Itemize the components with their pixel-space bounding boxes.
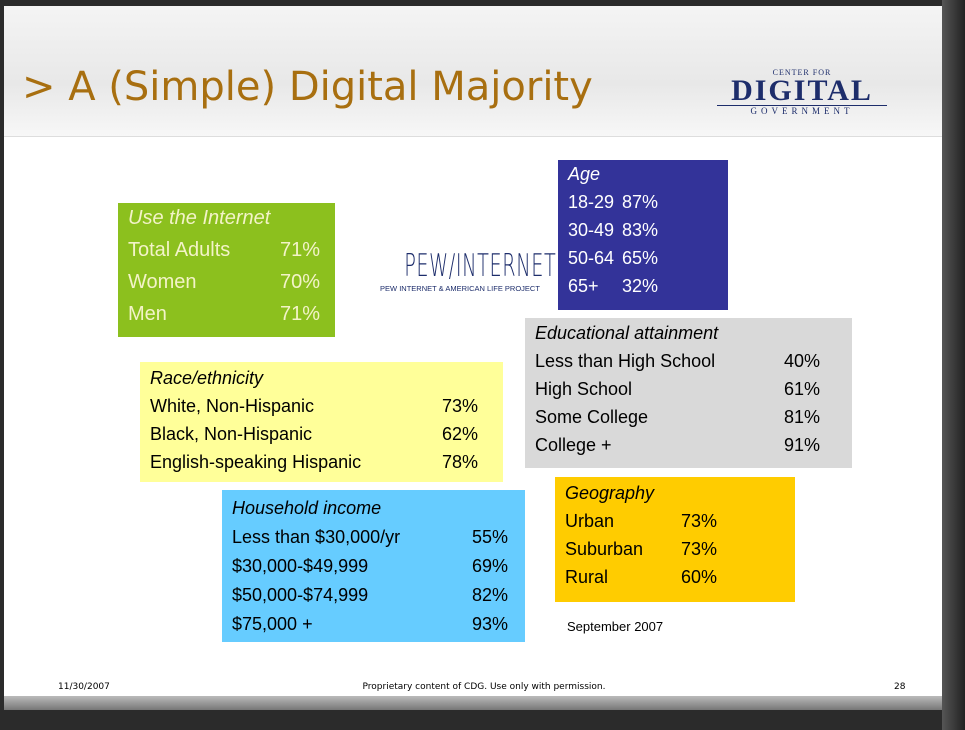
footer-page: 28 bbox=[894, 682, 906, 692]
row-value: 32% bbox=[622, 276, 659, 296]
bottom-bar bbox=[4, 696, 942, 710]
row-label: Urban bbox=[565, 511, 615, 531]
logo-main: DIGITAL bbox=[731, 74, 873, 107]
row-label: College + bbox=[535, 435, 612, 455]
row-value: 83% bbox=[622, 220, 659, 240]
row-value: 73% bbox=[681, 511, 718, 531]
row-label: Total Adults bbox=[128, 239, 231, 261]
row-value: 70% bbox=[280, 271, 321, 293]
row-label: Women bbox=[128, 271, 197, 293]
row-label: 65+ bbox=[568, 276, 599, 296]
box-heading: Household income bbox=[232, 498, 382, 518]
row-label: $50,000-$74,999 bbox=[232, 585, 369, 605]
row-value: 55% bbox=[472, 527, 509, 547]
row-label: White, Non-Hispanic bbox=[150, 396, 315, 416]
row-value: 60% bbox=[681, 567, 718, 587]
logo-top: CENTER FOR bbox=[772, 68, 832, 77]
title-band bbox=[4, 6, 942, 137]
box-heading: Geography bbox=[565, 483, 655, 503]
row-value: 82% bbox=[472, 585, 509, 605]
logo-bottom: GOVERNMENT bbox=[717, 105, 887, 116]
row-label: Less than High School bbox=[535, 351, 716, 371]
box-heading: Race/ethnicity bbox=[150, 368, 264, 388]
row-label: $30,000-$49,999 bbox=[232, 556, 369, 576]
box-heading: Educational attainment bbox=[535, 323, 719, 343]
stat-box: Educational attainment Less than High Sch… bbox=[525, 318, 852, 468]
row-value: 73% bbox=[442, 396, 479, 416]
row-value: 71% bbox=[280, 239, 321, 261]
footer-date: 11/30/2007 bbox=[58, 682, 110, 692]
stat-box: Age 18-29 87% 30-49 83% 50-64 65% 65+ 32% bbox=[558, 160, 728, 310]
row-label: $75,000 + bbox=[232, 614, 313, 634]
pew-main: PEW/INTERNET bbox=[404, 248, 557, 284]
row-value: 65% bbox=[622, 248, 659, 268]
row-label: Rural bbox=[565, 567, 609, 587]
row-label: Suburban bbox=[565, 539, 644, 559]
row-value: 73% bbox=[681, 539, 718, 559]
row-value: 69% bbox=[472, 556, 509, 576]
row-value: 61% bbox=[784, 379, 821, 399]
row-label: Less than $30,000/yr bbox=[232, 527, 401, 547]
row-value: 71% bbox=[280, 303, 321, 325]
row-label: Black, Non-Hispanic bbox=[150, 424, 313, 444]
row-value: 93% bbox=[472, 614, 509, 634]
box-heading: Use the Internet bbox=[128, 207, 271, 229]
row-label: Men bbox=[128, 303, 167, 325]
row-value: 40% bbox=[784, 351, 821, 371]
title: > A (Simple) Digital Majority bbox=[22, 64, 593, 110]
pew-logo: PEW/INTERNET PEW INTERNET & AMERICAN LIF… bbox=[370, 248, 557, 293]
row-value: 78% bbox=[442, 452, 479, 472]
row-label: 18-29 bbox=[568, 192, 615, 212]
pew-sub: PEW INTERNET & AMERICAN LIFE PROJECT bbox=[380, 284, 540, 293]
frame bbox=[942, 0, 965, 730]
footer-notice: Proprietary content of CDG. Use only wit… bbox=[362, 682, 606, 692]
date-note: September 2007 bbox=[567, 619, 664, 634]
row-label: English-speaking Hispanic bbox=[150, 452, 362, 472]
row-label: 50-64 bbox=[568, 248, 615, 268]
stat-box: Household income Less than $30,000/yr 55% $… bbox=[222, 490, 525, 642]
row-label: 30-49 bbox=[568, 220, 615, 240]
box-heading: Age bbox=[568, 164, 601, 184]
row-value: 62% bbox=[442, 424, 479, 444]
row-value: 87% bbox=[622, 192, 659, 212]
row-label: High School bbox=[535, 379, 633, 399]
row-value: 81% bbox=[784, 407, 821, 427]
row-label: Some College bbox=[535, 407, 649, 427]
row-value: 91% bbox=[784, 435, 821, 455]
cdg-logo: CENTER FOR DIGITAL GOVERNMENT bbox=[717, 68, 887, 116]
slide: > A (Simple) Digital Majority CENTER FOR… bbox=[4, 6, 942, 710]
stat-box: Use the Internet Total Adults 71% Women 70% M… bbox=[118, 203, 335, 337]
stat-box: Race/ethnicity White, Non-Hispanic 73% Blac… bbox=[140, 362, 503, 482]
stat-box: Geography Urban 73% Suburban 73% Rural 60% bbox=[555, 477, 795, 602]
